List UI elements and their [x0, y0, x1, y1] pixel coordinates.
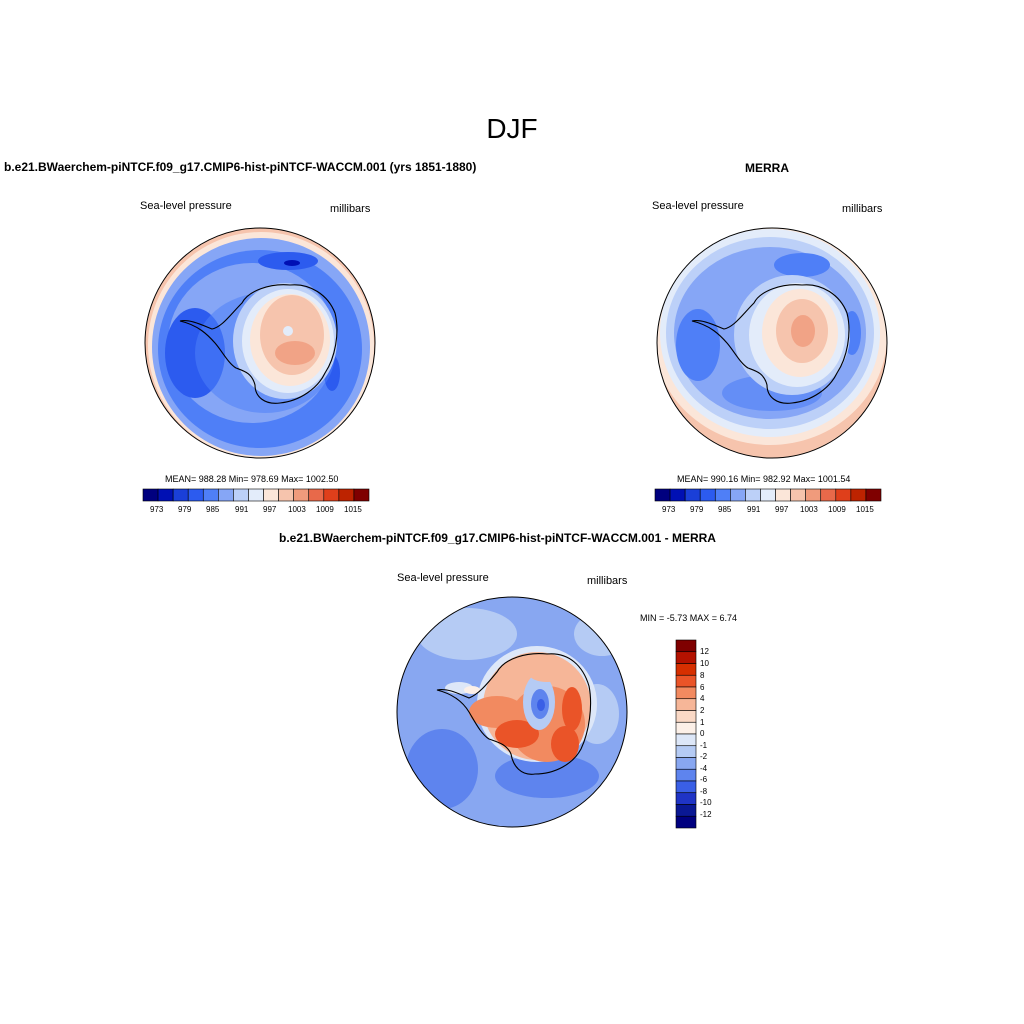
tick-label: -8: [700, 787, 708, 796]
tick-label: 2: [700, 706, 705, 715]
colorbar-swatch: [675, 674, 697, 688]
tick-label: 979: [690, 505, 704, 514]
variable-label-diff: Sea-level pressure: [397, 572, 489, 584]
stats-model: MEAN= 988.28 Min= 978.69 Max= 1002.50: [165, 474, 339, 484]
colorbar-swatch: [675, 639, 697, 653]
tick-label: 985: [718, 505, 732, 514]
tick-label: -10: [700, 798, 712, 807]
tick-label: 1009: [316, 505, 334, 514]
colorbar-swatch: [675, 721, 697, 735]
tick-label: 4: [700, 694, 705, 703]
colorbar-swatch: [714, 488, 731, 502]
colorbar-swatch: [675, 745, 697, 758]
colorbar-swatch: [820, 488, 837, 502]
colorbar-swatch: [218, 488, 234, 502]
colorbar-swatch: [353, 488, 370, 502]
colorbar-swatch: [760, 488, 776, 502]
tick-label: -4: [700, 764, 708, 773]
panel-title-merra: MERRA: [745, 161, 789, 175]
colorbar-swatch: [675, 768, 697, 782]
colorbar-swatch: [675, 710, 697, 723]
polar-map-diff: [396, 596, 628, 828]
colorbar-swatch: [699, 488, 716, 502]
tick-label: 1: [700, 718, 705, 727]
colorbar-swatch: [675, 780, 697, 794]
colorbar-swatch: [865, 488, 882, 502]
colorbar-swatch: [675, 757, 697, 770]
colorbar-swatch: [308, 488, 325, 502]
colorbar-swatch: [850, 488, 867, 502]
tick-label: 973: [662, 505, 676, 514]
tick-label: 979: [178, 505, 192, 514]
colorbar-swatch: [775, 488, 791, 502]
colorbar-diff: [675, 639, 697, 829]
colorbar-swatch: [202, 488, 219, 502]
colorbar-swatch: [675, 733, 697, 747]
colorbar-swatch: [157, 488, 174, 502]
polar-map-model: [144, 227, 376, 459]
colorbar-swatch: [172, 488, 189, 502]
tick-label: 8: [700, 671, 705, 680]
colorbar-model: [142, 488, 370, 502]
colorbar-swatch: [675, 792, 697, 805]
colorbar-swatch: [835, 488, 852, 502]
colorbar-swatch: [248, 488, 264, 502]
colorbar-swatch: [675, 663, 697, 676]
panel-title-diff: b.e21.BWaerchem-piNTCF.f09_g17.CMIP6-his…: [279, 531, 716, 545]
tick-label: -2: [700, 752, 708, 761]
colorbar-swatch: [669, 488, 686, 502]
tick-label: 1015: [856, 505, 874, 514]
panel-title-model: b.e21.BWaerchem-piNTCF.f09_g17.CMIP6-his…: [4, 160, 477, 174]
tick-label: 1015: [344, 505, 362, 514]
colorbar-swatch: [790, 488, 806, 502]
tick-label: 985: [206, 505, 220, 514]
colorbar-swatch: [263, 488, 279, 502]
colorbar-swatch: [233, 488, 249, 502]
colorbar-swatch: [142, 488, 159, 502]
tick-label: -12: [700, 810, 712, 819]
colorbar-swatch: [730, 488, 746, 502]
main-title: DJF: [486, 113, 538, 144]
variable-label-merra: Sea-level pressure: [652, 200, 744, 212]
polar-map-merra: [656, 227, 888, 459]
colorbar-swatch: [745, 488, 761, 502]
units-label-model: millibars: [330, 203, 371, 215]
colorbar-swatch: [293, 488, 310, 502]
tick-label: 12: [700, 647, 709, 656]
colorbar-swatch: [675, 804, 697, 817]
colorbar-swatch: [338, 488, 355, 502]
tick-label: 973: [150, 505, 164, 514]
stats-diff: MIN = -5.73 MAX = 6.74: [640, 613, 738, 623]
colorbar-swatch: [675, 815, 697, 829]
colorbar-swatch: [187, 488, 204, 502]
tick-label: 991: [747, 505, 761, 514]
tick-label: -6: [700, 775, 708, 784]
units-label-diff: millibars: [587, 575, 628, 587]
tick-label: 10: [700, 659, 709, 668]
tick-label: 1003: [800, 505, 818, 514]
tick-label: 6: [700, 683, 705, 692]
tick-label: 991: [235, 505, 249, 514]
colorbar-merra: [654, 488, 882, 502]
variable-label-model: Sea-level pressure: [140, 200, 232, 212]
colorbar-swatch: [323, 488, 340, 502]
tick-label: 997: [263, 505, 277, 514]
tick-label: 1003: [288, 505, 306, 514]
tick-label: -1: [700, 741, 708, 750]
colorbar-swatch: [675, 651, 697, 664]
tick-label: 1009: [828, 505, 846, 514]
colorbar-swatch: [805, 488, 822, 502]
tick-label: 0: [700, 729, 705, 738]
colorbar-swatch: [654, 488, 671, 502]
units-label-merra: millibars: [842, 203, 883, 215]
tick-label: 997: [775, 505, 789, 514]
colorbar-swatch: [278, 488, 294, 502]
colorbar-swatch: [675, 698, 697, 711]
stats-merra: MEAN= 990.16 Min= 982.92 Max= 1001.54: [677, 474, 851, 484]
colorbar-swatch: [684, 488, 701, 502]
colorbar-swatch: [675, 686, 697, 700]
